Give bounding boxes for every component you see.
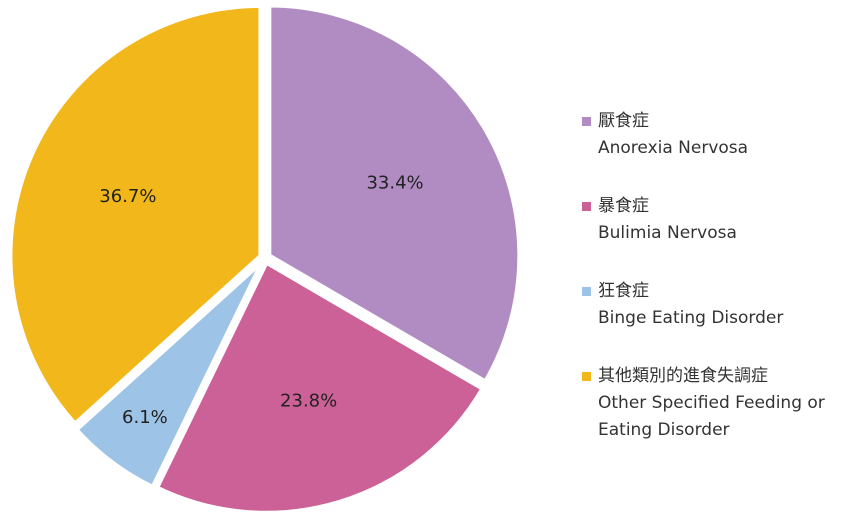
data-label: 36.7% xyxy=(99,186,156,207)
legend-swatch xyxy=(582,372,591,381)
pie-slice xyxy=(73,260,264,490)
pie-slice xyxy=(267,3,522,385)
legend-entry: 狂食症 Binge Eating Disorder xyxy=(582,278,842,332)
legend-entry: 厭食症 Anorexia Nervosa xyxy=(582,108,842,162)
legend-entry: 其他類別的進食失調症 Other Specified Feeding or Eat… xyxy=(582,363,842,444)
data-label: 33.4% xyxy=(366,172,423,193)
legend-swatch xyxy=(582,202,591,211)
legend-label: 其他類別的進食失調症 xyxy=(598,366,768,386)
data-label: 23.8% xyxy=(280,391,337,412)
legend-label: 暴食症 xyxy=(598,196,649,216)
pie-slice xyxy=(154,259,486,515)
legend-label: Other Specified Feeding or Eating Disord… xyxy=(598,393,825,440)
legend-label: Binge Eating Disorder xyxy=(598,308,784,328)
legend-entry: 暴食症 Bulimia Nervosa xyxy=(582,193,842,247)
legend-label: Anorexia Nervosa xyxy=(598,138,749,158)
legend-label: 厭食症 xyxy=(598,111,649,131)
legend-swatch xyxy=(582,287,591,296)
legend-swatch xyxy=(582,117,591,126)
pie-slice xyxy=(8,3,263,427)
data-label: 6.1% xyxy=(122,407,168,428)
pie-area: 33.4% 23.8% 6.1% 36.7% xyxy=(8,3,522,515)
legend-label: 狂食症 xyxy=(598,281,649,301)
legend-label: Bulimia Nervosa xyxy=(598,223,737,243)
